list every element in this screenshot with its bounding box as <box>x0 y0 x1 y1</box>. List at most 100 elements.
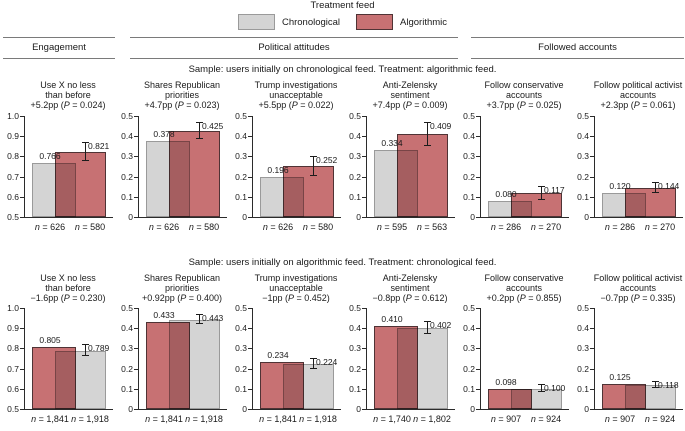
stat-text: = 0.024) <box>69 100 106 110</box>
panel-stat-line: +5.2pp (P = 0.024) <box>4 100 132 110</box>
bar-algorithmic <box>55 152 106 217</box>
n-value: = 270 <box>649 222 676 232</box>
plot-area-r1c1: 0.766 0.821 <box>24 116 113 218</box>
legend-item-chronological: Chronological <box>237 14 340 30</box>
error-bar <box>655 382 656 388</box>
n-symbol: n <box>604 414 610 424</box>
n-symbol: n <box>185 414 191 424</box>
y-tick-mark <box>362 368 366 370</box>
y-tick-mark <box>248 388 252 390</box>
y-tick-mark <box>590 196 594 198</box>
panel-title-line: Anti-Zelensky <box>382 80 438 90</box>
y-tick-mark <box>362 217 366 218</box>
section-header-engagement: Engagement <box>3 37 115 59</box>
stat-p-symbol: P <box>63 293 70 303</box>
y-tick-mark <box>476 348 480 350</box>
y-tick-mark <box>134 156 138 158</box>
y-tick-mark <box>590 136 594 138</box>
y-tick-label: 0.6 <box>7 383 19 394</box>
stat-p-symbol: P <box>180 293 187 303</box>
sample-size-label: n = 626 <box>134 222 194 232</box>
y-tick-mark <box>134 116 138 117</box>
error-bar-cap <box>82 344 89 346</box>
y-tick-label: 0.7 <box>7 171 19 182</box>
panel-stat-line: −1.6pp (P = 0.230) <box>4 293 132 303</box>
y-tick-mark <box>476 328 480 330</box>
y-tick-mark <box>362 176 366 178</box>
panel-title: Follow conservative accounts +0.2pp (P = 0… <box>460 273 588 303</box>
error-bar <box>427 321 428 335</box>
y-tick-label: 1.0 <box>7 303 19 313</box>
y-tick-mark <box>590 388 594 390</box>
n-symbol: n <box>413 414 419 424</box>
y-tick-mark <box>134 368 138 370</box>
y-tick-label: 0 <box>128 404 133 414</box>
bar-algorithmic <box>511 193 562 217</box>
panel-title-line: priorities <box>164 90 199 100</box>
y-tick-label: 0.4 <box>121 131 133 142</box>
plot-area-r1c3: 0.196 0.252 <box>252 116 341 218</box>
y-tick-label: 0.3 <box>235 151 247 162</box>
y-tick-mark <box>362 409 366 410</box>
panel-stat-line: +5.5pp (P = 0.022) <box>232 100 360 110</box>
y-tick-mark <box>248 176 252 178</box>
y-tick-mark <box>248 116 252 117</box>
n-symbol: n <box>71 414 77 424</box>
sample-size-label: n = 924 <box>516 414 576 424</box>
bar-value-label: 0.100 <box>544 383 566 394</box>
y-tick-label: 0 <box>584 212 589 222</box>
y-tick-mark <box>134 196 138 198</box>
bar-value-label: 0.402 <box>430 319 452 330</box>
stat-text: −1.6pp ( <box>30 293 64 303</box>
y-tick-label: 0.1 <box>121 383 133 394</box>
sample-size-label: n = 580 <box>174 222 234 232</box>
y-tick-label: 0.3 <box>577 151 589 162</box>
y-tick-label: 0.4 <box>121 323 133 334</box>
n-symbol: n <box>644 414 650 424</box>
error-bar-cap <box>310 357 317 359</box>
bar-value-label: 0.378 <box>153 128 175 139</box>
y-tick-label: 0.5 <box>7 404 19 414</box>
y-tick-mark <box>590 116 594 117</box>
n-symbol: n <box>302 222 308 232</box>
y-tick-mark <box>20 328 24 330</box>
error-bar <box>655 183 656 193</box>
panel-title-line: accounts <box>505 90 543 100</box>
y-tick-label: 0.8 <box>7 151 19 162</box>
n-symbol: n <box>490 222 496 232</box>
chronological-swatch-icon <box>237 14 275 30</box>
y-tick-mark <box>20 196 24 198</box>
stat-text: = 0.230) <box>69 293 106 303</box>
bar-value-label: 0.098 <box>495 377 517 388</box>
error-bar-cap <box>310 174 317 176</box>
y-tick-mark <box>362 156 366 158</box>
y-tick-label: 0.2 <box>235 171 247 182</box>
stat-text: −0.8pp ( <box>372 293 406 303</box>
row-subtitle: Sample: users initially on algorithmic f… <box>188 257 497 268</box>
error-bar-cap <box>538 391 545 393</box>
n-value: = 1,918 <box>304 414 337 424</box>
stat-text: = 0.023) <box>183 100 220 110</box>
y-tick-mark <box>590 217 594 218</box>
y-tick-label: 0.8 <box>7 343 19 354</box>
stat-p-symbol: P <box>177 100 184 110</box>
error-bar <box>313 156 314 176</box>
y-tick-label: 0.5 <box>577 303 589 313</box>
y-tick-mark <box>248 328 252 330</box>
y-tick-label: 0.2 <box>463 363 475 374</box>
sample-size-label: n = 1,841 <box>248 414 308 424</box>
error-bar-cap <box>424 122 431 124</box>
plot-area-r2c3: 0.234 0.224 <box>252 308 341 410</box>
y-tick-label: 0.1 <box>463 383 475 394</box>
bar-value-label: 0.252 <box>316 154 338 165</box>
n-symbol: n <box>490 414 496 424</box>
error-bar-cap <box>424 144 431 146</box>
n-value: = 1,841 <box>150 414 183 424</box>
sample-size-label: n = 924 <box>630 414 685 424</box>
bar-chronological <box>283 363 334 409</box>
n-value: = 270 <box>535 222 562 232</box>
error-bar-cap <box>652 182 659 184</box>
sample-size-label: n = 1,841 <box>134 414 194 424</box>
y-tick-mark <box>590 156 594 158</box>
